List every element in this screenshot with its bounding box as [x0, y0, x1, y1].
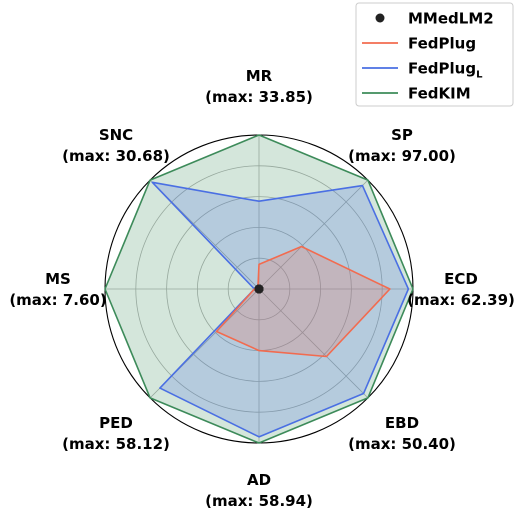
- legend-label-subscript: L: [476, 70, 483, 81]
- grid-spoke-sp: [258, 179, 369, 290]
- legend-label-2: FedPlugL: [408, 60, 483, 81]
- mmedlm2-point-snc: [254, 284, 264, 294]
- legend-frame: [355, 2, 514, 107]
- axis-label-ad: AD: [247, 471, 271, 489]
- axis-max-label-snc: (max: 30.68): [62, 147, 170, 165]
- axis-label-mr: MR: [246, 67, 273, 85]
- axis-label-ms: MS: [45, 270, 71, 288]
- axis-max-label-ms: (max: 7.60): [9, 291, 106, 309]
- axis-label-sp: SP: [391, 126, 413, 144]
- legend-label-0: MMedLM2: [408, 10, 494, 28]
- axis-max-label-ebd: (max: 50.40): [348, 435, 456, 453]
- axis-label-ecd: ECD: [444, 270, 478, 288]
- legend: MMedLM2 FedPlug FedPlugL FedKIM: [355, 2, 514, 107]
- axis-max-label-sp: (max: 97.00): [348, 147, 456, 165]
- legend-label-3: FedKIM: [408, 85, 471, 103]
- axis-label-ebd: EBD: [385, 414, 419, 432]
- grid-spoke-ebd: [258, 288, 369, 399]
- axis-labels: MR (max: 33.85) SP (max: 97.00) ECD (max: 62.…: [9, 67, 515, 510]
- series-polygon-2: [151, 181, 410, 438]
- axis-max-label-ped: (max: 58.12): [62, 435, 170, 453]
- radar-series: [104, 134, 414, 444]
- legend-marker-0: [375, 13, 385, 23]
- axis-max-label-ecd: (max: 62.39): [407, 291, 515, 309]
- axis-max-label-mr: (max: 33.85): [205, 88, 313, 106]
- axis-label-ped: PED: [99, 414, 133, 432]
- axis-label-snc: SNC: [99, 126, 133, 144]
- legend-label-1: FedPlug: [408, 35, 476, 53]
- axis-max-label-ad: (max: 58.94): [205, 492, 313, 510]
